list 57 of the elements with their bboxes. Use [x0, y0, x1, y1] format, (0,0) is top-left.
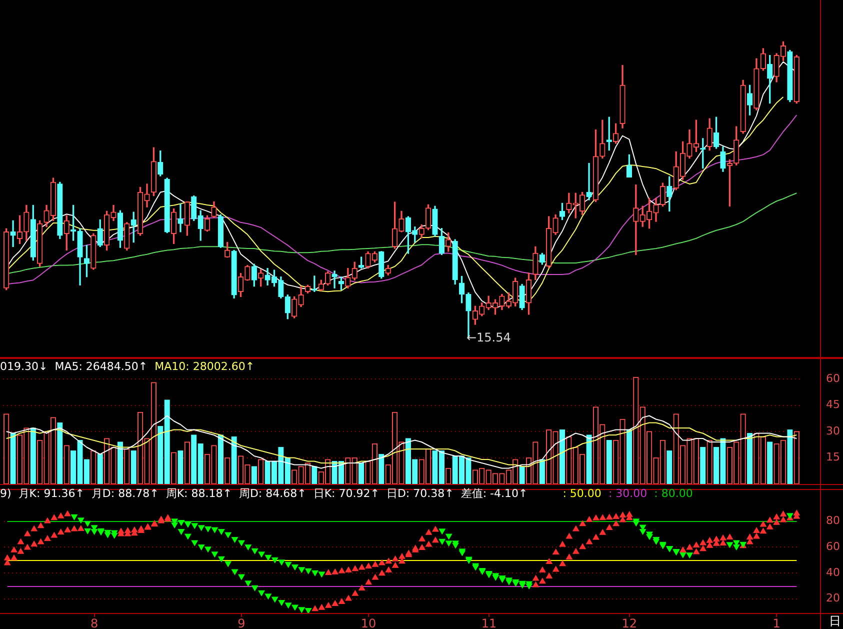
annotation: 月D: 88.78↑ — [91, 487, 159, 500]
x-tick-label: 12 — [622, 616, 638, 629]
bar — [30, 428, 36, 484]
y-tick-label: 60 — [826, 540, 840, 553]
bar — [586, 434, 592, 484]
bar — [97, 454, 103, 484]
bar — [519, 466, 525, 484]
bar — [559, 429, 566, 484]
y-tick-label: 15 — [826, 450, 840, 464]
annotation: 9) — [0, 487, 12, 500]
y-tick-label: 80 — [826, 514, 840, 528]
bar — [606, 440, 612, 484]
ref-line-label: : 50.00 — [562, 487, 602, 500]
y-tick-label: 60 — [826, 372, 840, 385]
bar — [130, 450, 136, 484]
candlestick — [586, 162, 592, 200]
bar — [312, 466, 318, 484]
annotation: 周K: 88.18↑ — [166, 487, 232, 500]
y-tick-label: 30 — [826, 424, 840, 438]
bar — [666, 450, 672, 484]
bar — [700, 446, 706, 484]
bar — [626, 429, 632, 484]
bar — [251, 466, 257, 484]
annotation: 月K: 91.36↑ — [18, 487, 84, 500]
text: MA5: 26484.50↑ — [54, 360, 148, 373]
annotation: 日K: 70.92↑ — [313, 487, 380, 500]
text: MA10: 28002.60↑ — [154, 360, 255, 373]
candlestick — [10, 220, 16, 248]
x-tick-label: 1 — [772, 616, 780, 629]
candlestick — [178, 203, 184, 232]
bar — [218, 434, 224, 484]
x-tick-label: 11 — [481, 616, 497, 629]
y-tick-label: 45 — [826, 398, 840, 412]
x-tick-label: 10 — [360, 616, 376, 629]
bar — [746, 432, 753, 484]
bar — [231, 436, 237, 484]
bar — [117, 442, 124, 484]
annotation: 周D: 84.68↑ — [238, 487, 306, 500]
ref-line-label: : 80.00 — [654, 487, 693, 500]
x-axis-title: 日 — [829, 614, 841, 628]
ref-line-label: : 30.00 — [608, 487, 648, 500]
bar — [358, 462, 364, 484]
y-tick-label: 20 — [826, 592, 840, 605]
y-tick-label: 40 — [826, 566, 840, 579]
annotation: 019.30↓ — [0, 360, 48, 373]
bar — [539, 459, 545, 484]
annotation: 日D: 70.38↑ — [386, 487, 454, 500]
bar — [10, 432, 16, 484]
x-tick-label: 8 — [90, 616, 98, 629]
bar — [57, 422, 63, 484]
bar — [178, 450, 184, 484]
bar — [378, 454, 384, 484]
x-tick-label: 9 — [238, 616, 246, 629]
bar — [767, 442, 773, 484]
annotation: 差值: -4.10↑ — [460, 487, 528, 500]
bar — [787, 429, 793, 484]
annotation: ←15.54 — [466, 330, 511, 345]
